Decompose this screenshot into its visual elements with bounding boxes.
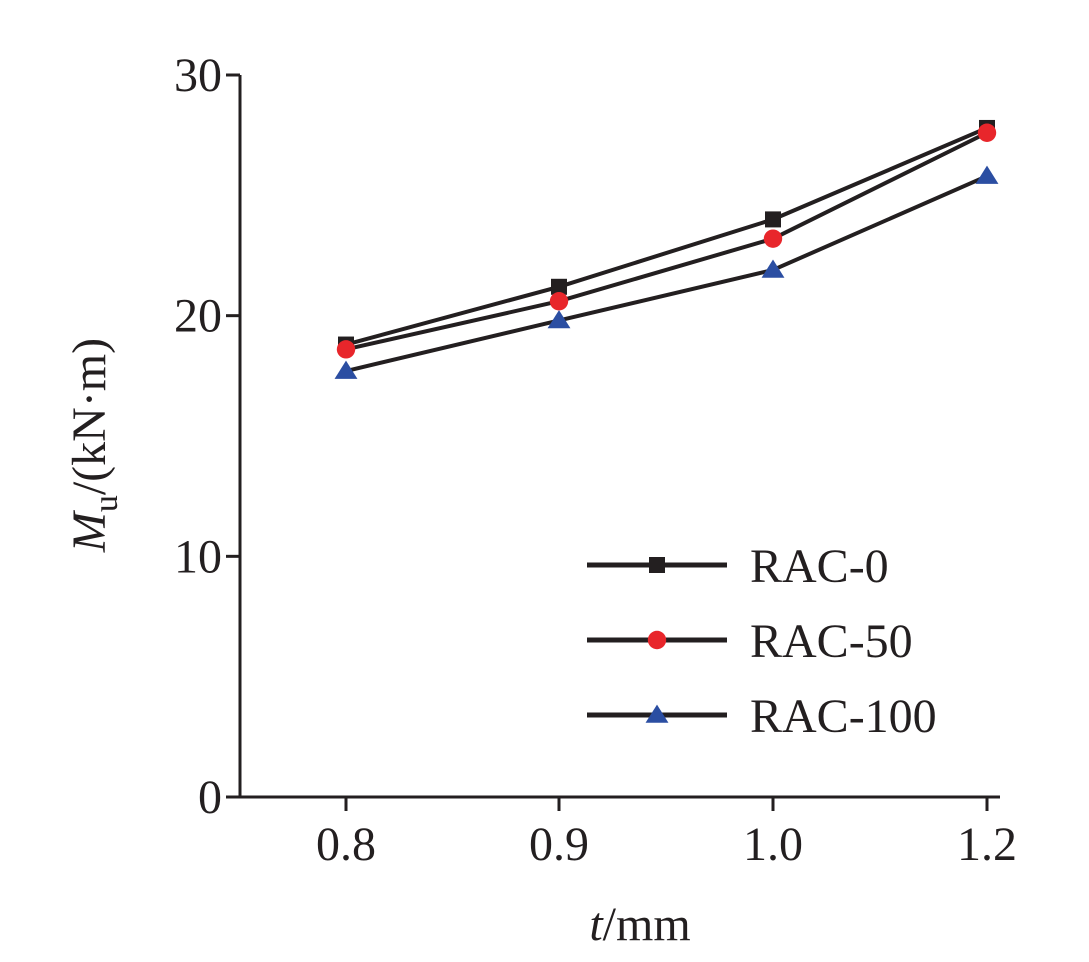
axes [238, 75, 1000, 799]
legend: RAC-0 RAC-50 RAC-100 [587, 540, 937, 743]
data-point-rac-0 [551, 278, 567, 295]
legend-marker [649, 557, 665, 573]
legend-label: RAC-0 [750, 540, 889, 593]
series-markers [334, 119, 999, 379]
x-axis-title: t/mm [589, 898, 690, 951]
data-point-rac-50 [336, 340, 356, 359]
legend-marker [647, 630, 667, 650]
y-axis-title-unit: /(kN·m) [63, 338, 116, 495]
data-point-rac-50 [549, 292, 569, 311]
legend-label: RAC-100 [750, 690, 937, 743]
y-tick-label: 30 [174, 49, 222, 102]
y-axis-title: Mu/(kN·m) [63, 338, 125, 553]
x-tick-label: 1.0 [743, 818, 803, 871]
legend-item-rac-0: RAC-0 [587, 540, 889, 593]
x-ticks: 0.8 0.9 1.0 1.2 [316, 797, 1017, 871]
y-axis-title-subscript: u [88, 495, 125, 512]
x-axis-title-var: t [589, 898, 604, 951]
y-ticks: 0 10 20 30 [174, 49, 240, 824]
data-point-rac-100 [334, 360, 358, 379]
series-line-rac-100 [345, 174, 988, 373]
x-axis-title-unit: /mm [603, 898, 691, 951]
y-tick-label: 10 [174, 530, 222, 583]
series-lines [345, 126, 988, 373]
y-axis-title-var: M [63, 509, 116, 553]
data-point-rac-100 [547, 310, 571, 329]
legend-item-rac-50: RAC-50 [587, 615, 913, 668]
data-point-rac-50 [763, 229, 783, 248]
x-tick-label: 1.2 [957, 818, 1017, 871]
data-point-rac-0 [765, 211, 781, 228]
legend-item-rac-100: RAC-100 [587, 690, 937, 743]
x-tick-label: 0.8 [316, 818, 376, 871]
series-line-rac-50 [345, 130, 988, 352]
y-tick-label: 20 [174, 290, 222, 343]
data-point-rac-50 [977, 123, 997, 142]
y-tick-label: 0 [198, 771, 222, 824]
data-point-rac-100 [761, 259, 785, 278]
legend-marker [645, 704, 669, 723]
data-point-rac-100 [975, 165, 999, 184]
series-line-rac-0 [345, 126, 988, 347]
x-tick-label: 0.9 [529, 818, 589, 871]
legend-label: RAC-50 [750, 615, 913, 668]
